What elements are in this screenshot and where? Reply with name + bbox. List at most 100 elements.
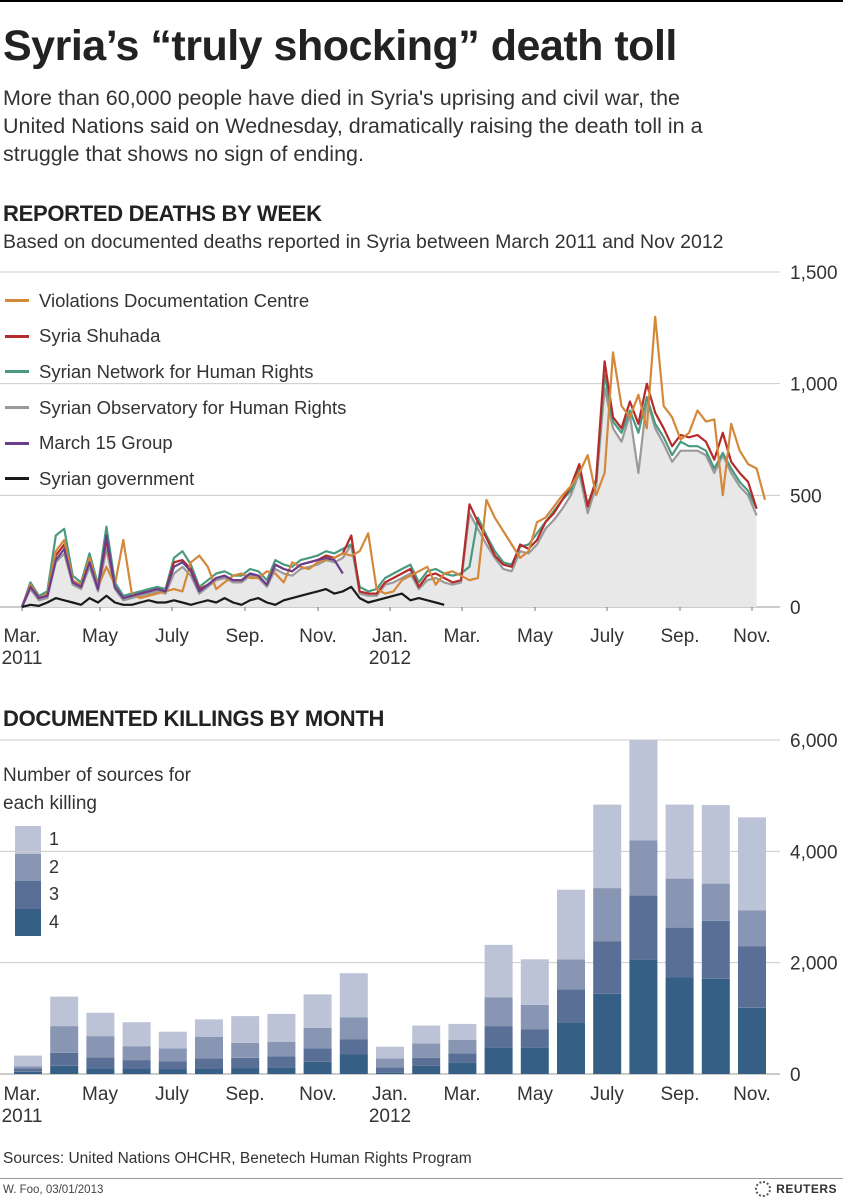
chart2-bar-segment-2 xyxy=(303,1027,332,1049)
legend-swatch xyxy=(15,826,41,854)
chart1-series-march15-line xyxy=(20,534,344,608)
legend-label: Syrian government xyxy=(39,467,195,489)
legend-item-2: 2 xyxy=(15,853,60,881)
chart2-bar-segment-3 xyxy=(593,941,622,994)
chart2-bar-segment-2 xyxy=(665,878,694,928)
chart2-bar-segment-1 xyxy=(593,804,622,889)
chart1-ytick-label: 500 xyxy=(790,486,822,507)
chart2-bar-segment-2 xyxy=(557,959,585,990)
chart2-bar-segment-3 xyxy=(665,927,694,978)
chart2-bar-segment-3 xyxy=(484,1026,513,1048)
chart2-bar-segment-2 xyxy=(14,1066,42,1069)
chart2-xtick-year: 2011 xyxy=(2,1106,43,1127)
chart2-bar-segment-1 xyxy=(195,1019,223,1037)
chart2-bar-segment-1 xyxy=(86,1012,115,1037)
chart2-bar-segment-2 xyxy=(195,1036,223,1059)
legend-label: Violations Documentation Centre xyxy=(39,289,310,311)
chart2-bar-segment-3 xyxy=(412,1057,441,1066)
chart2-bar-segment-1 xyxy=(122,1022,151,1047)
chart1-xtick-label: May xyxy=(517,626,553,647)
chart2-xtick-label: Mar. xyxy=(444,1084,481,1105)
legend-item-4: 4 xyxy=(15,908,60,936)
chart2-bar-segment-4 xyxy=(303,1061,332,1074)
chart2-bar-segment-1 xyxy=(231,1016,260,1043)
legend-swatch xyxy=(15,908,41,936)
chart2-bar-segment-4 xyxy=(557,1022,585,1074)
legend-label: 2 xyxy=(49,856,60,877)
chart1-xtick-label: Sep. xyxy=(660,626,699,647)
chart1-series-government-line xyxy=(21,585,445,609)
chart1-ytick-label: 1,500 xyxy=(790,263,838,284)
legend-item-vdc: Violations Documentation Centre xyxy=(5,283,346,319)
chart2-bar-segment-3 xyxy=(231,1057,260,1069)
legend-item-march15: March 15 Group xyxy=(5,425,346,461)
chart2-bar-segment-4 xyxy=(86,1068,115,1074)
chart2-bar-segment-4 xyxy=(448,1062,477,1074)
chart1-xtick-label: Nov. xyxy=(733,626,771,647)
chart2-xtick-label: Nov. xyxy=(299,1084,337,1105)
chart2-bar-segment-4 xyxy=(158,1069,187,1074)
reuters-dots-icon xyxy=(755,1181,772,1197)
chart2-bar-segment-4 xyxy=(50,1065,79,1074)
chart2-bar-segment-2 xyxy=(629,840,658,896)
chart2-xtick-label: July xyxy=(155,1084,189,1105)
footer-rule xyxy=(0,1178,843,1179)
chart2-xtick-label: May xyxy=(82,1084,118,1105)
legend-item-snhr: Syrian Network for Human Rights xyxy=(5,354,346,390)
chart2-bar-segment-2 xyxy=(412,1043,441,1058)
chart1-area xyxy=(22,388,757,607)
chart2-bar-segment-2 xyxy=(339,1017,368,1040)
chart1-series-snhr-line xyxy=(20,373,758,608)
chart2-bar-segment-3 xyxy=(520,1029,549,1048)
chart2-bar-segment-4 xyxy=(484,1047,513,1074)
chart2-ytick-label: 0 xyxy=(790,1065,801,1086)
chart2-bar-segment-1 xyxy=(303,994,332,1028)
legend-label: 4 xyxy=(49,911,60,932)
chart1-xtick-label: July xyxy=(155,626,189,647)
chart1-xtick-label: Jan. xyxy=(372,626,408,647)
chart2-bar-segment-4 xyxy=(412,1065,441,1074)
chart2-bar-segment-3 xyxy=(339,1039,368,1055)
top-rule xyxy=(0,0,843,2)
legend-item-government: Syrian government xyxy=(5,461,346,497)
legend-item-shuhada: Syria Shuhada xyxy=(5,319,346,355)
page-subtitle: More than 60,000 people have died in Syr… xyxy=(3,86,703,166)
chart2-bar-segment-3 xyxy=(629,895,658,960)
chart2-bar-segment-3 xyxy=(158,1061,187,1070)
chart2-bar-segment-1 xyxy=(701,805,730,884)
chart2-bar-segment-1 xyxy=(412,1025,441,1044)
chart2-bar-segment-1 xyxy=(14,1055,42,1067)
chart2-xtick-year: 2012 xyxy=(369,1106,411,1127)
chart2-xtick-label: Mar. xyxy=(4,1084,41,1105)
chart2-bar-segment-1 xyxy=(376,1046,404,1059)
chart2-bar-segment-4 xyxy=(520,1047,549,1074)
legend-swatch xyxy=(5,299,29,303)
legend-label: March 15 Group xyxy=(39,432,173,454)
legend-label: 3 xyxy=(49,884,60,905)
legend-item-3: 3 xyxy=(15,881,59,909)
chart2-bar-segment-3 xyxy=(14,1068,42,1072)
chart2-bar-segment-1 xyxy=(665,804,694,879)
chart2-bar-segment-1 xyxy=(448,1023,477,1040)
chart2-title: DOCUMENTED KILLINGS BY MONTH xyxy=(3,706,385,731)
chart2-bar-segment-3 xyxy=(448,1053,477,1063)
chart2-bar-segment-3 xyxy=(267,1056,296,1068)
chart2-xtick-label: Sep. xyxy=(660,1084,699,1105)
chart1-series-vdc-line xyxy=(20,315,767,608)
chart1-series-sohr-line xyxy=(21,387,758,608)
chart2-bar-segment-2 xyxy=(158,1048,187,1062)
chart2-bar-segment-3 xyxy=(303,1048,332,1062)
credit-line: W. Foo, 03/01/2013 xyxy=(3,1184,104,1196)
chart1-xtick-label: Nov. xyxy=(299,626,337,647)
chart2-bar-segment-2 xyxy=(376,1058,404,1068)
legend-swatch xyxy=(15,881,41,909)
sources-note: Sources: United Nations OHCHR, Benetech … xyxy=(3,1150,472,1167)
chart2-bar-segment-3 xyxy=(376,1067,404,1073)
chart2-bar-segment-1 xyxy=(484,944,513,998)
chart2-bar-segment-4 xyxy=(122,1069,151,1074)
chart2-bar-segment-3 xyxy=(122,1060,151,1069)
legend-label: 1 xyxy=(49,829,60,850)
chart2-bar-segment-1 xyxy=(50,996,79,1027)
legend-swatch xyxy=(15,853,41,881)
chart1-xtick-year: 2011 xyxy=(2,648,43,669)
